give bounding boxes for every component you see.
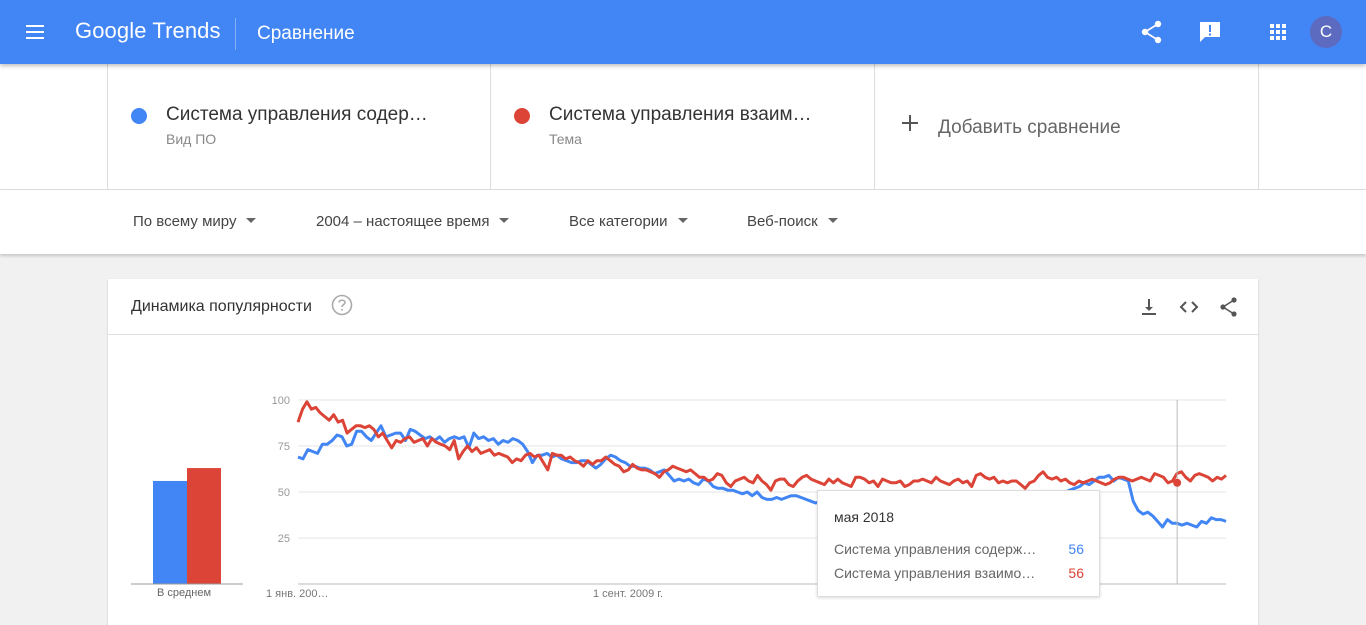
category-label: Все категории <box>569 213 668 230</box>
trend-lines <box>296 400 1227 529</box>
search-type-dropdown[interactable]: Веб-поиск <box>747 213 838 230</box>
logo-divider <box>235 18 236 50</box>
chevron-down-icon <box>827 218 838 223</box>
app-bar: Google Trends Сравнение C <box>0 0 1366 64</box>
term-type: Вид ПО <box>166 131 217 147</box>
page-title: Сравнение <box>257 23 355 44</box>
trend-line-series-2 <box>296 400 1227 492</box>
term-card-2[interactable]: Система управления взаим… Тема <box>490 64 874 189</box>
average-label: В среднем <box>157 587 212 599</box>
comparison-terms: Система управления содер… Вид ПО Система… <box>0 64 1366 190</box>
chart-tooltip: мая 2018 Система управления содерж… 56 С… <box>817 490 1100 597</box>
x-tick-label: 1 сент. 2009 г. <box>593 588 663 600</box>
search-type-label: Веб-поиск <box>747 213 818 230</box>
embed-icon[interactable] <box>1177 295 1201 319</box>
period-label: 2004 – настоящее время <box>316 213 490 230</box>
share-icon[interactable] <box>1136 16 1168 48</box>
trend-line-series-1 <box>297 424 1227 529</box>
period-dropdown[interactable]: 2004 – настоящее время <box>316 213 510 230</box>
card-header: Динамика популярности <box>108 279 1258 335</box>
interest-over-time-card: Динамика популярности 100 75 50 2 <box>108 279 1258 625</box>
chevron-down-icon <box>677 218 688 223</box>
filter-bar: По всему миру 2004 – настоящее время Все… <box>0 190 1366 254</box>
y-tick-label: 75 <box>278 441 290 453</box>
download-icon[interactable] <box>1137 295 1161 319</box>
average-bar <box>153 480 187 584</box>
region-dropdown[interactable]: По всему миру <box>133 213 257 230</box>
help-icon[interactable] <box>331 294 353 316</box>
apps-icon[interactable] <box>1262 16 1294 48</box>
category-dropdown[interactable]: Все категории <box>569 213 688 230</box>
term-color-dot <box>131 108 147 124</box>
tooltip-date: мая 2018 <box>834 509 895 525</box>
x-tick-label: 1 янв. 200… <box>266 588 329 600</box>
y-tick-label: 100 <box>272 395 290 407</box>
add-comparison-label: Добавить сравнение <box>938 117 1121 138</box>
tooltip-series-value: 56 <box>1068 565 1084 581</box>
tooltip-series-value: 56 <box>1068 541 1084 557</box>
y-tick-label: 50 <box>278 487 290 499</box>
term-type: Тема <box>549 131 582 147</box>
feedback-icon[interactable] <box>1194 16 1226 48</box>
term-card-1[interactable]: Система управления содер… Вид ПО <box>107 64 491 189</box>
plus-icon <box>901 114 919 132</box>
average-bar <box>187 468 221 584</box>
share-icon[interactable] <box>1217 295 1241 319</box>
y-tick-label: 25 <box>278 533 290 545</box>
term-name[interactable]: Система управления взаим… <box>549 104 812 125</box>
google-trends-logo[interactable]: Google Trends <box>75 18 221 43</box>
tooltip-series-name: Система управления взаимо… <box>834 565 1036 581</box>
average-bars <box>131 468 243 585</box>
chevron-down-icon <box>499 218 510 223</box>
avatar[interactable]: C <box>1310 16 1342 48</box>
region-label: По всему миру <box>133 213 237 230</box>
term-name[interactable]: Система управления содер… <box>166 104 428 125</box>
menu-icon[interactable] <box>24 22 46 42</box>
term-color-dot <box>514 108 530 124</box>
chevron-down-icon <box>246 218 257 223</box>
tooltip-series-name: Система управления содерж… <box>834 541 1037 557</box>
card-title: Динамика популярности <box>131 298 312 315</box>
hover-point <box>1173 478 1182 487</box>
add-comparison-button[interactable]: Добавить сравнение <box>874 64 1259 189</box>
hover-marker <box>1173 400 1182 584</box>
